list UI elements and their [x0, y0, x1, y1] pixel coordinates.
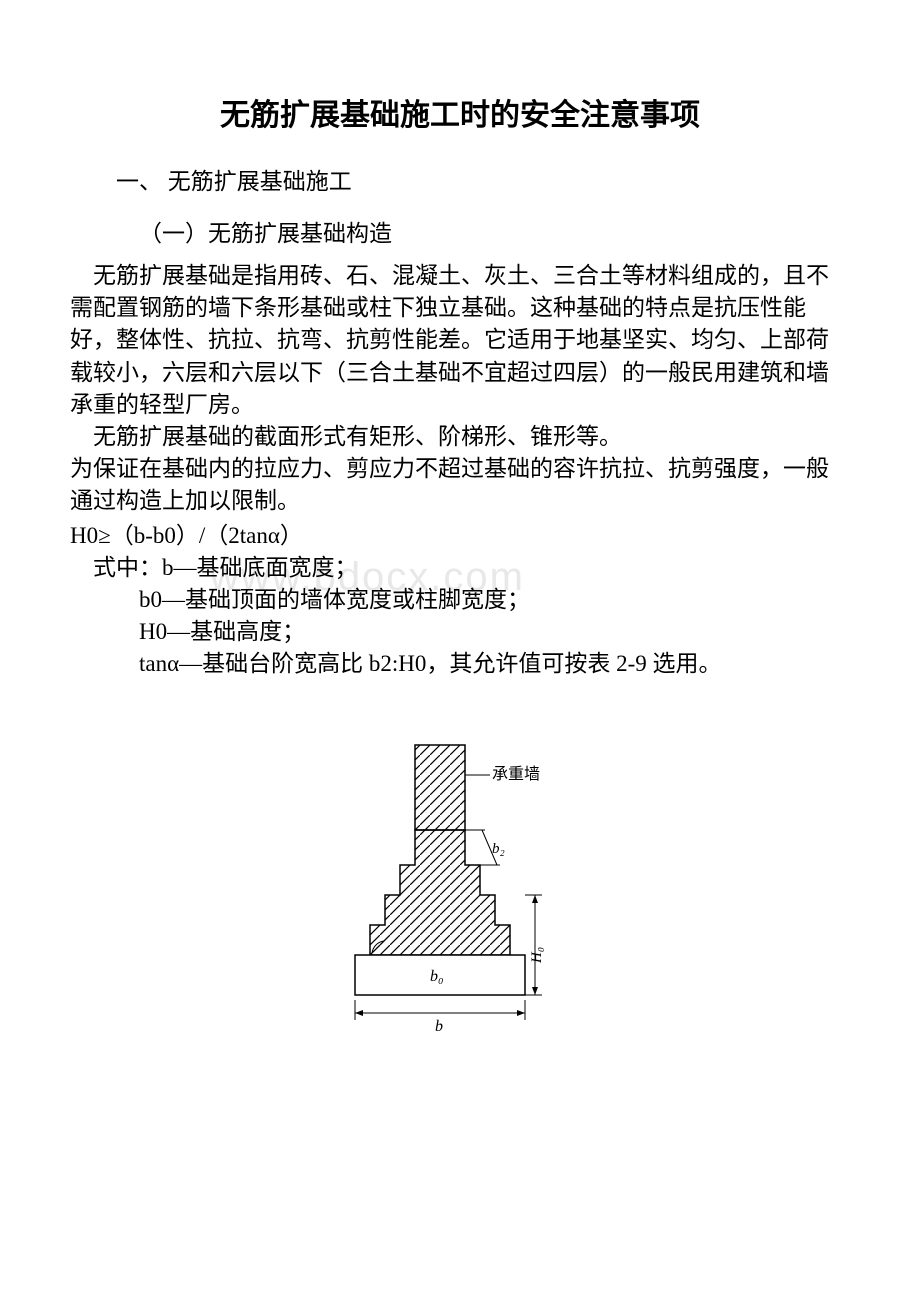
diagram-container: 承重墙 b₂ H₀ b₀ [70, 735, 850, 1060]
svg-text:承重墙: 承重墙 [492, 765, 540, 783]
svg-text:b₂: b₂ [492, 841, 505, 857]
foundation-diagram: 承重墙 b₂ H₀ b₀ [320, 735, 600, 1060]
foundation-svg: 承重墙 b₂ H₀ b₀ [320, 735, 600, 1055]
subsection-1-1-heading: （一）无筋扩展基础构造 [70, 214, 850, 248]
definition-h0: H0—基础高度； [70, 616, 850, 648]
svg-text:b₀: b₀ [430, 968, 444, 985]
document-title: 无筋扩展基础施工时的安全注意事项 [70, 90, 850, 134]
definition-b0: b0—基础顶面的墙体宽度或柱脚宽度； [70, 584, 850, 616]
definition-tan: tanα—基础台阶宽高比 b2:H0，其允许值可按表 2-9 选用。 [70, 648, 850, 680]
paragraph-2: 无筋扩展基础的截面形式有矩形、阶梯形、锥形等。 [70, 421, 850, 453]
paragraph-1: 无筋扩展基础是指用砖、石、混凝土、灰土、三合土等材料组成的，且不需配置钢筋的墙下… [70, 260, 850, 421]
definition-intro: 式中：b—基础底面宽度； [70, 552, 850, 584]
svg-text:H₀: H₀ [529, 947, 545, 964]
document-content: 无筋扩展基础施工时的安全注意事项 一、 无筋扩展基础施工 （一）无筋扩展基础构造… [70, 90, 850, 1060]
formula: H0≥（b-b0）/（2tanα） [70, 520, 850, 552]
paragraph-3: 为保证在基础内的拉应力、剪应力不超过基础的容许抗拉、抗剪强度，一般通过构造上加以… [70, 453, 850, 517]
section-1-heading: 一、 无筋扩展基础施工 [70, 162, 850, 196]
svg-text:b: b [435, 1018, 443, 1035]
